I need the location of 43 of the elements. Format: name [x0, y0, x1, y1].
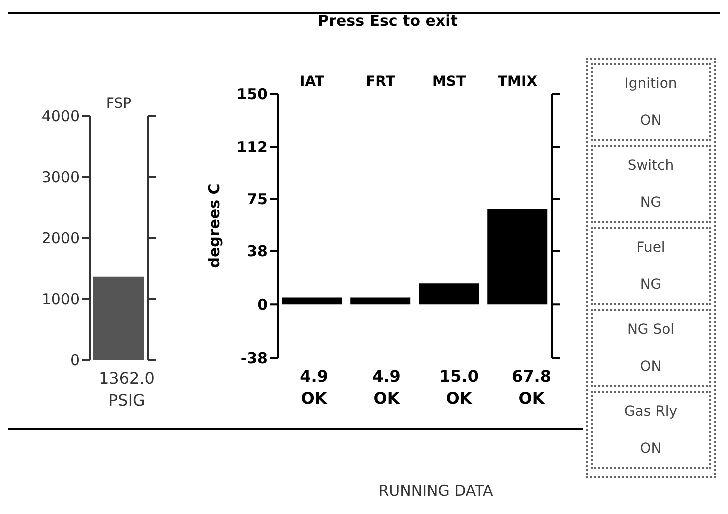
- text: ON: [640, 112, 662, 128]
- text: RUNNING DATA: [378, 482, 494, 500]
- bar: [419, 284, 480, 305]
- x-tick-label: TMIX: [498, 74, 538, 90]
- text: PSIG: [108, 390, 146, 412]
- y-tick-label: 0: [70, 351, 80, 370]
- category-label: NG Sol: [626, 322, 676, 338]
- x-tick-label: FRT: [366, 74, 396, 90]
- y-tick-label: 3000: [42, 168, 80, 186]
- category-label: Ignition: [624, 76, 678, 92]
- text: OK: [300, 388, 328, 410]
- bar: [350, 298, 411, 305]
- text: ON: [640, 358, 662, 374]
- text: NG: [640, 194, 662, 210]
- x-tick-label: FSP: [106, 96, 132, 112]
- category-label: Fuel: [636, 240, 666, 256]
- bar: [488, 209, 548, 305]
- category-label: Switch: [626, 158, 676, 174]
- y-tick-label: 2000: [42, 229, 80, 248]
- data-label: 1362.0: [98, 368, 156, 390]
- y-tick-label: 4000: [42, 107, 80, 126]
- text: OK: [372, 388, 401, 410]
- y-tick-label: 112: [236, 138, 268, 157]
- text: ON: [640, 440, 662, 456]
- y-tick-label: 0: [258, 296, 268, 314]
- y-tick-label: 150: [236, 85, 268, 104]
- bar: [282, 298, 342, 305]
- data-label: 15.0: [438, 366, 480, 388]
- text: NG: [640, 276, 662, 292]
- data-label: 67.8: [511, 366, 552, 388]
- y-tick-label: 75: [247, 190, 268, 209]
- y-tick-label: -38: [240, 349, 268, 368]
- x-tick-label: MST: [432, 74, 466, 90]
- y-tick-label: 38: [247, 242, 268, 261]
- y-tick-label: 1000: [42, 290, 80, 308]
- chart-title: Press Esc to exit: [317, 12, 459, 30]
- text: OK: [518, 388, 546, 410]
- data-label: 4.9: [299, 366, 330, 388]
- y-axis-title: degrees C: [205, 184, 224, 268]
- category-label: Gas Rly: [623, 404, 679, 420]
- data-label: 4.9: [372, 366, 402, 388]
- x-tick-label: IAT: [300, 74, 325, 90]
- text: OK: [445, 388, 474, 410]
